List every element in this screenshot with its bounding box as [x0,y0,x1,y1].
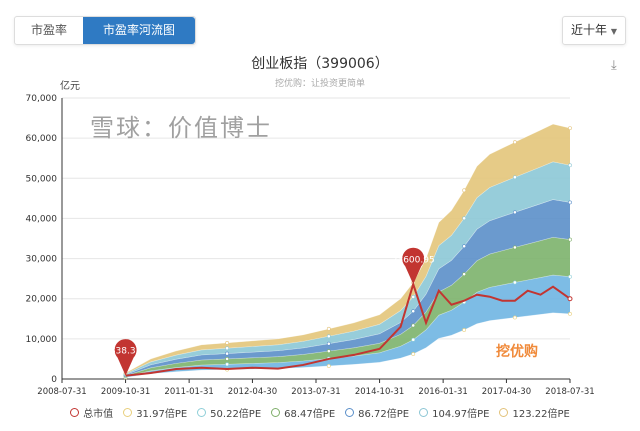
legend-item[interactable]: 50.22倍PE [197,405,261,420]
legend-label: 31.97倍PE [136,409,188,420]
data-point [462,216,467,221]
data-point [411,295,416,299]
x-tick-label: 2012-04-30 [228,387,277,397]
legend: 总市值 31.97倍PE 50.22倍PE 68.47倍PE 86.72倍PE 104.9… [0,405,640,420]
data-point [326,326,331,331]
tab-pe-river[interactable]: 市盈率河流图 [83,17,196,44]
chart-title: 创业板指（399006） [251,56,389,72]
data-point [326,364,331,368]
data-point [411,309,416,314]
x-tick-label: 2009-10-31 [101,387,150,397]
data-point [513,140,517,145]
caret-down-icon: ▼ [610,27,617,36]
data-point [513,245,517,250]
logo: 挖优购 [496,344,538,360]
chart-subtitle: 挖优购：让投资更简单 [274,79,365,89]
legend-marker-icon [345,408,355,417]
data-point [568,311,572,316]
data-point [411,352,416,356]
band-area-86.72倍PE [125,199,570,376]
data-point [326,334,331,339]
y-tick-label: 0 [51,375,57,385]
data-point [411,337,416,342]
legend-marker-icon [271,408,281,417]
y-tick-label: 20,000 [26,295,58,305]
y-tick-label: 70,000 [26,94,58,104]
market-cap-line [125,280,571,377]
x-tick-label: 2013-07-31 [291,387,340,397]
view-tabs: 市盈率 市盈率河流图 [14,16,197,45]
data-point [225,340,230,345]
legend-label: 50.22倍PE [210,409,262,420]
legend-label: 123.22倍PE [512,409,570,420]
data-point [568,274,572,279]
legend-item[interactable]: 104.97倍PE [419,405,489,420]
data-point [513,175,517,180]
legend-item[interactable]: 123.22倍PE [499,405,570,420]
legend-label: 104.97倍PE [432,409,490,420]
data-point [225,357,230,361]
x-tick-label: 2014-10-31 [355,387,404,397]
legend-label: 总市值 [83,409,114,420]
data-point [462,272,467,277]
legend-marker-icon [123,408,133,417]
legend-marker-icon [499,408,509,417]
legend-marker-icon [197,408,207,417]
mark-label: 838.31 [110,347,142,357]
data-point [567,296,573,302]
mark-pin [114,339,137,376]
data-point [568,126,572,131]
download-icon[interactable]: ⤓ [611,58,617,73]
data-point [568,200,572,205]
data-point [411,323,416,328]
y-tick-label: 60,000 [26,134,58,144]
data-point [568,163,572,168]
legend-item[interactable]: 总市值 [70,405,113,420]
data-point [225,346,230,351]
data-point [513,280,517,285]
data-point [462,244,467,249]
legend-item[interactable]: 86.72倍PE [345,405,409,420]
data-point [513,315,517,320]
y-tick-label: 50,000 [26,174,58,184]
watermark: 雪球：价值博士 [90,114,272,142]
legend-label: 68.47倍PE [284,409,336,420]
legend-label: 86.72倍PE [358,409,410,420]
band-area-104.97倍PE [125,161,570,375]
data-point [462,328,467,332]
data-point [326,349,331,354]
x-tick-label: 2016-01-31 [418,387,467,397]
legend-marker-icon [419,408,429,417]
x-tick-label: 2011-01-31 [164,387,213,397]
data-point [326,341,331,346]
data-point [225,351,230,356]
x-tick-label: 2018-07-31 [545,387,594,397]
mark-label: 23600.95 [392,255,435,265]
data-point [225,362,230,367]
range-value: 近十年 [571,23,608,37]
y-tick-label: 10,000 [26,335,58,345]
data-point [462,188,467,193]
data-point [568,237,572,242]
legend-item[interactable]: 31.97倍PE [123,405,187,420]
y-tick-label: 30,000 [26,255,58,265]
legend-item[interactable]: 68.47倍PE [271,405,335,420]
x-tick-label: 2008-07-31 [37,387,86,397]
range-dropdown[interactable]: 近十年 ▼ [562,16,626,45]
tab-pe[interactable]: 市盈率 [31,23,68,37]
legend-marker-icon [70,408,80,417]
y-axis-label: 亿元 [60,81,80,92]
mark-pin [402,247,425,285]
x-tick-label: 2017-04-30 [482,387,531,397]
band-area-123.22倍PE [125,124,570,374]
data-point [513,210,517,215]
y-tick-label: 40,000 [26,214,58,224]
